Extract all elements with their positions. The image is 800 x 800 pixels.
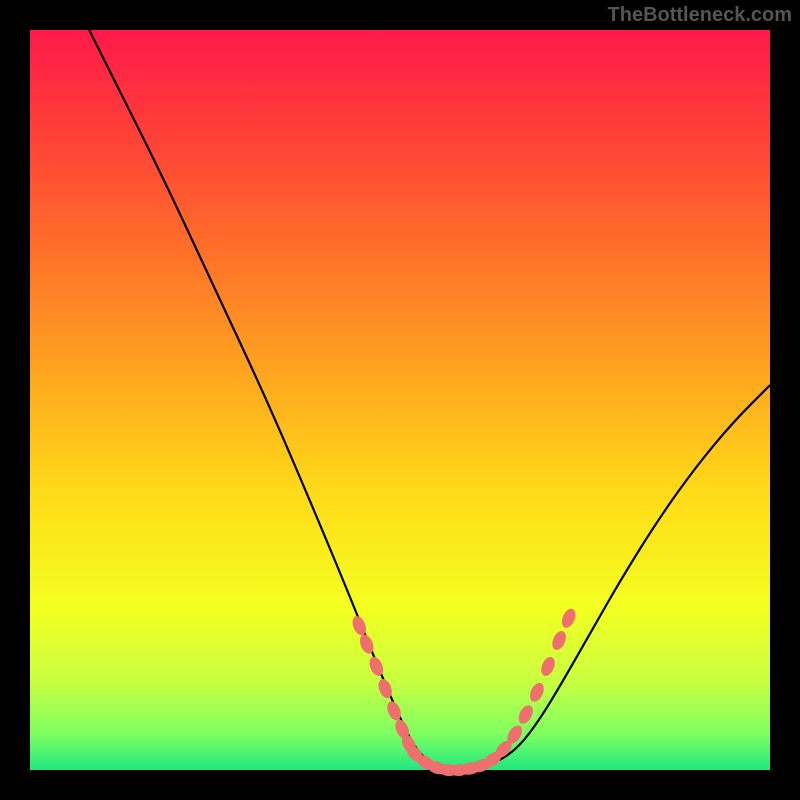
watermark-text: TheBottleneck.com: [608, 4, 792, 27]
plot-background: [30, 30, 770, 770]
chart-svg: [0, 0, 800, 800]
chart-container: TheBottleneck.com: [0, 0, 800, 800]
